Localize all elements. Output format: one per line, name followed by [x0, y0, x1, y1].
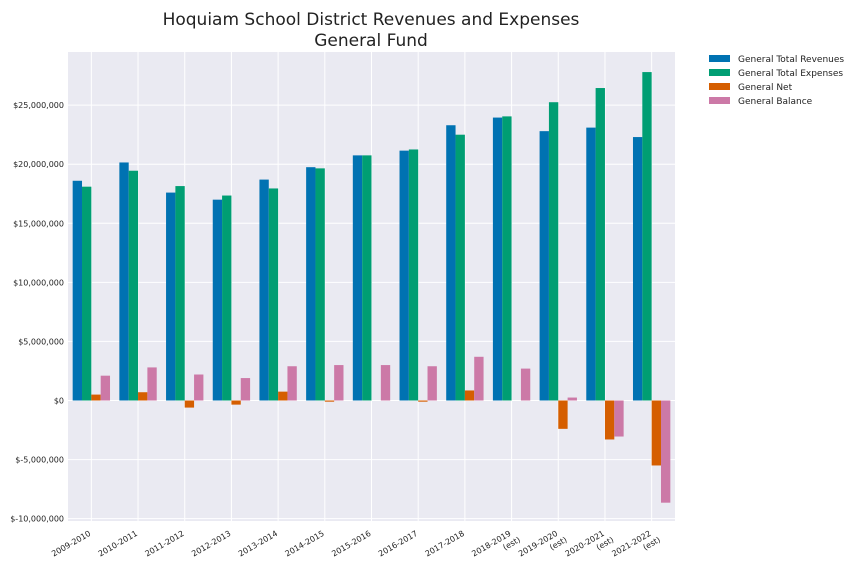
- legend-label: General Net: [738, 83, 793, 93]
- x-tick-label: 2019-2020(est): [517, 526, 569, 567]
- legend-label: General Total Revenues: [738, 55, 844, 65]
- x-tick-label: 2012-2013: [190, 529, 232, 559]
- bar-general-total-revenues: [259, 179, 269, 401]
- legend-label: General Total Expenses: [738, 69, 843, 79]
- x-tick-label-line: 2017-2018: [424, 529, 466, 559]
- x-tick-label: 2013-2014: [237, 529, 279, 559]
- bar-general-balance: [287, 366, 297, 401]
- x-tick-label: 2021-2022(est): [610, 526, 662, 567]
- bar-general-total-revenues: [212, 199, 223, 401]
- chart-title-line-2: General Fund: [314, 31, 428, 51]
- bar-general-total-revenues: [586, 127, 596, 401]
- bar-general-balance: [100, 375, 111, 401]
- x-tick-label-line: 2015-2016: [330, 529, 372, 559]
- bar-general-total-expenses: [175, 186, 185, 401]
- legend: General Total Revenues General Total Expe…: [709, 55, 844, 107]
- bar-general-net: [651, 400, 661, 466]
- bar-general-total-expenses: [315, 168, 325, 401]
- bar-general-total-revenues: [399, 150, 409, 401]
- bar-general-net: [604, 400, 615, 440]
- x-tick-label: 2020-2021(est): [564, 526, 616, 567]
- legend-swatch: [709, 55, 730, 62]
- x-axis: 2009-2010 2010-2011 2011-2012 2012-2013 2013…: [50, 526, 662, 567]
- bars: [72, 72, 671, 503]
- bar-general-total-expenses: [362, 155, 372, 401]
- bar-general-net: [278, 391, 288, 401]
- y-tick-label: $25,000,000: [13, 101, 64, 110]
- bar-general-total-revenues: [632, 137, 643, 401]
- bar-general-net: [231, 400, 241, 405]
- x-tick-label-line: 2012-2013: [190, 529, 232, 559]
- bar-general-total-expenses: [595, 88, 605, 401]
- bar-general-total-revenues: [166, 192, 176, 401]
- bar-general-total-expenses: [268, 188, 279, 401]
- bar-general-balance: [147, 367, 157, 401]
- y-tick-label: $-5,000,000: [15, 456, 64, 465]
- bar-general-balance: [660, 400, 671, 503]
- bar-general-net: [558, 400, 568, 429]
- bar-general-balance: [240, 378, 251, 401]
- x-tick-label: 2015-2016: [330, 529, 372, 559]
- bar-general-net: [138, 392, 148, 401]
- bar-general-net: [464, 390, 475, 401]
- bar-general-total-expenses: [82, 186, 92, 401]
- bar-general-net: [418, 400, 428, 402]
- bar-general-balance: [614, 400, 624, 437]
- x-tick-label-line: 2014-2015: [284, 529, 326, 559]
- y-tick-label: $-10,000,000: [10, 515, 64, 524]
- bar-general-balance: [520, 368, 531, 401]
- legend-label: General Balance: [738, 97, 813, 107]
- x-tick-label: 2010-2011: [97, 529, 139, 559]
- bar-general-balance: [194, 374, 204, 401]
- y-tick-label: $10,000,000: [13, 278, 64, 287]
- bar-general-total-expenses: [128, 170, 139, 401]
- bar-general-net: [184, 400, 195, 408]
- bar-general-total-revenues: [352, 155, 363, 401]
- x-tick-label-line: 2016-2017: [377, 529, 419, 559]
- bar-general-balance: [567, 397, 577, 401]
- chart-title-line-1: Hoquiam School District Revenues and Exp…: [163, 10, 580, 30]
- bar-general-net: [91, 394, 101, 401]
- y-tick-label: $15,000,000: [13, 219, 64, 228]
- bar-general-balance: [380, 365, 391, 401]
- bar-general-total-revenues: [119, 162, 129, 401]
- bar-general-total-revenues: [539, 131, 549, 401]
- x-tick-label: 2017-2018: [424, 529, 466, 559]
- y-axis: $-10,000,000 $-5,000,000 $0 $5,000,000 $10,0…: [10, 101, 64, 523]
- bar-general-total-revenues: [492, 117, 503, 401]
- x-tick-label: 2011-2012: [143, 529, 185, 559]
- legend-swatch: [709, 83, 730, 90]
- bar-general-total-expenses: [408, 149, 419, 401]
- bar-general-total-expenses: [548, 102, 559, 401]
- x-tick-label: 2016-2017: [377, 529, 419, 559]
- bar-general-balance: [474, 356, 484, 401]
- x-tick-label-line: 2009-2010: [50, 529, 92, 559]
- bar-general-total-expenses: [455, 134, 465, 401]
- bar-general-total-revenues: [306, 167, 316, 401]
- bar-general-total-expenses: [502, 116, 512, 401]
- x-tick-label: 2018-2019(est): [470, 526, 522, 567]
- legend-swatch: [709, 97, 730, 104]
- bar-general-net: [324, 400, 335, 402]
- y-tick-label: $0: [54, 397, 64, 406]
- bar-general-total-expenses: [642, 72, 652, 401]
- x-tick-label: 2014-2015: [284, 529, 326, 559]
- bar-general-balance: [334, 365, 344, 401]
- legend-swatch: [709, 69, 730, 76]
- x-tick-label-line: 2010-2011: [97, 529, 139, 559]
- x-tick-label: 2009-2010: [50, 529, 92, 559]
- bar-general-total-revenues: [72, 180, 83, 401]
- bar-general-balance: [427, 366, 437, 401]
- x-tick-label-line: 2013-2014: [237, 529, 279, 559]
- bar-general-total-revenues: [446, 125, 456, 401]
- y-tick-label: $20,000,000: [13, 160, 64, 169]
- bar-general-total-expenses: [222, 195, 232, 401]
- x-tick-label-line: 2011-2012: [143, 529, 185, 559]
- y-tick-label: $5,000,000: [18, 337, 64, 346]
